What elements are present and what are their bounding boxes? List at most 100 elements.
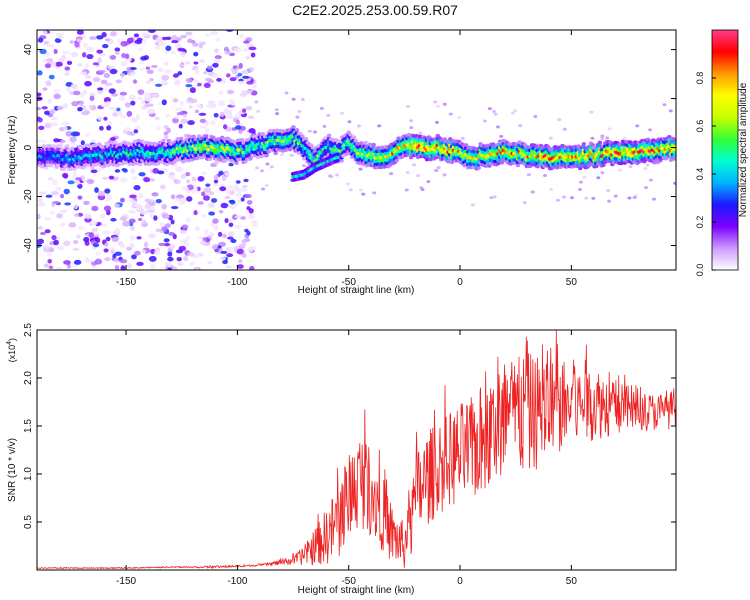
noise-cell: [66, 60, 73, 65]
ridge-cell: [49, 163, 54, 167]
noise-cell: [109, 31, 117, 37]
noise-cell: [148, 233, 156, 238]
noise-cell: [77, 107, 83, 112]
noise-cell: [124, 53, 130, 59]
noise-cell: [44, 63, 52, 69]
x-tick-label: -100: [227, 576, 247, 587]
noise-cell: [203, 82, 211, 89]
noise-cell: [63, 240, 71, 247]
noise-cell: [201, 214, 207, 218]
noise-cell: [65, 130, 73, 137]
noise-cell: [493, 112, 498, 116]
noise-cell: [138, 47, 143, 51]
noise-cell: [279, 153, 284, 157]
ridge-cell: [164, 162, 170, 167]
noise-cell: [442, 173, 447, 177]
noise-cell: [154, 116, 160, 121]
noise-cell: [229, 77, 237, 82]
noise-cell: [128, 209, 134, 214]
noise-cell: [104, 257, 111, 262]
snr-frame: [36, 329, 677, 571]
noise-cell: [237, 199, 242, 203]
noise-cell: [261, 187, 266, 191]
noise-cell: [236, 264, 244, 269]
ridge-cell: [515, 163, 521, 168]
noise-cell: [95, 35, 104, 40]
noise-cell: [76, 234, 81, 239]
noise-cell: [82, 52, 87, 58]
noise-cell: [113, 203, 120, 208]
noise-cell: [148, 30, 156, 34]
noise-cell: [404, 188, 409, 192]
noise-cell: [250, 52, 256, 58]
noise-cell: [99, 213, 106, 219]
noise-cell: [170, 194, 176, 200]
noise-cell: [195, 225, 200, 232]
ridge-cell: [334, 138, 339, 142]
noise-cell: [138, 192, 144, 199]
noise-cell: [226, 73, 231, 78]
noise-cell: [108, 175, 115, 180]
colorbar-tick-label: 0.2: [695, 216, 705, 229]
noise-cell: [607, 127, 612, 131]
noise-cell: [103, 248, 109, 253]
ridge-cell: [672, 150, 676, 155]
noise-cell: [185, 78, 193, 83]
noise-cell: [237, 80, 245, 85]
noise-cell: [129, 94, 136, 101]
ridge-cell: [672, 144, 676, 148]
noise-cell: [248, 128, 256, 134]
noise-cell: [73, 204, 79, 210]
noise-cell: [96, 49, 104, 54]
noise-cell: [448, 112, 453, 116]
noise-cell: [248, 115, 255, 119]
noise-cell: [138, 60, 145, 65]
noise-cell: [163, 214, 170, 219]
noise-cell: [70, 51, 79, 58]
noise-cell: [51, 116, 58, 121]
ridge-cell: [234, 161, 239, 165]
noise-cell: [377, 124, 382, 128]
noise-cell: [265, 162, 270, 166]
noise-cell: [153, 215, 158, 221]
noise-cell: [63, 126, 68, 132]
noise-cell: [228, 98, 234, 103]
noise-cell: [513, 109, 518, 113]
spectrogram-frame: [36, 29, 677, 271]
noise-cell: [44, 110, 51, 116]
noise-cell: [122, 169, 128, 173]
noise-cell: [194, 69, 200, 75]
noise-cell: [178, 245, 187, 251]
noise-cell: [246, 200, 253, 205]
noise-cell: [495, 125, 500, 129]
noise-cell: [562, 127, 567, 131]
noise-cell: [356, 124, 361, 128]
noise-cell: [241, 253, 247, 258]
noise-cell: [247, 246, 254, 253]
noise-cell: [207, 65, 213, 70]
noise-cell: [109, 68, 118, 75]
noise-cell: [195, 104, 203, 108]
ridge-cell: [672, 147, 676, 152]
noise-cell: [361, 192, 366, 196]
noise-cell: [106, 125, 112, 131]
noise-cell: [348, 188, 353, 192]
noise-cell: [405, 170, 410, 174]
ridge-cell: [601, 163, 606, 167]
noise-cell: [163, 125, 169, 130]
noise-cell: [607, 199, 612, 203]
noise-cell: [140, 105, 147, 110]
noise-cell: [45, 80, 52, 87]
noise-cell: [518, 124, 523, 128]
noise-cell: [187, 120, 195, 126]
snr-y-ticks: 0.5 1.0 1.5 2.0 2.5: [23, 323, 676, 529]
noise-cell: [44, 122, 52, 129]
noise-cell: [135, 114, 141, 120]
noise-cell: [242, 69, 249, 75]
noise-cell: [131, 43, 139, 47]
ridge-cell: [394, 158, 399, 163]
noise-cell: [618, 168, 623, 172]
noise-cell: [212, 218, 219, 224]
noise-cell: [229, 199, 236, 205]
noise-cell: [53, 89, 61, 93]
